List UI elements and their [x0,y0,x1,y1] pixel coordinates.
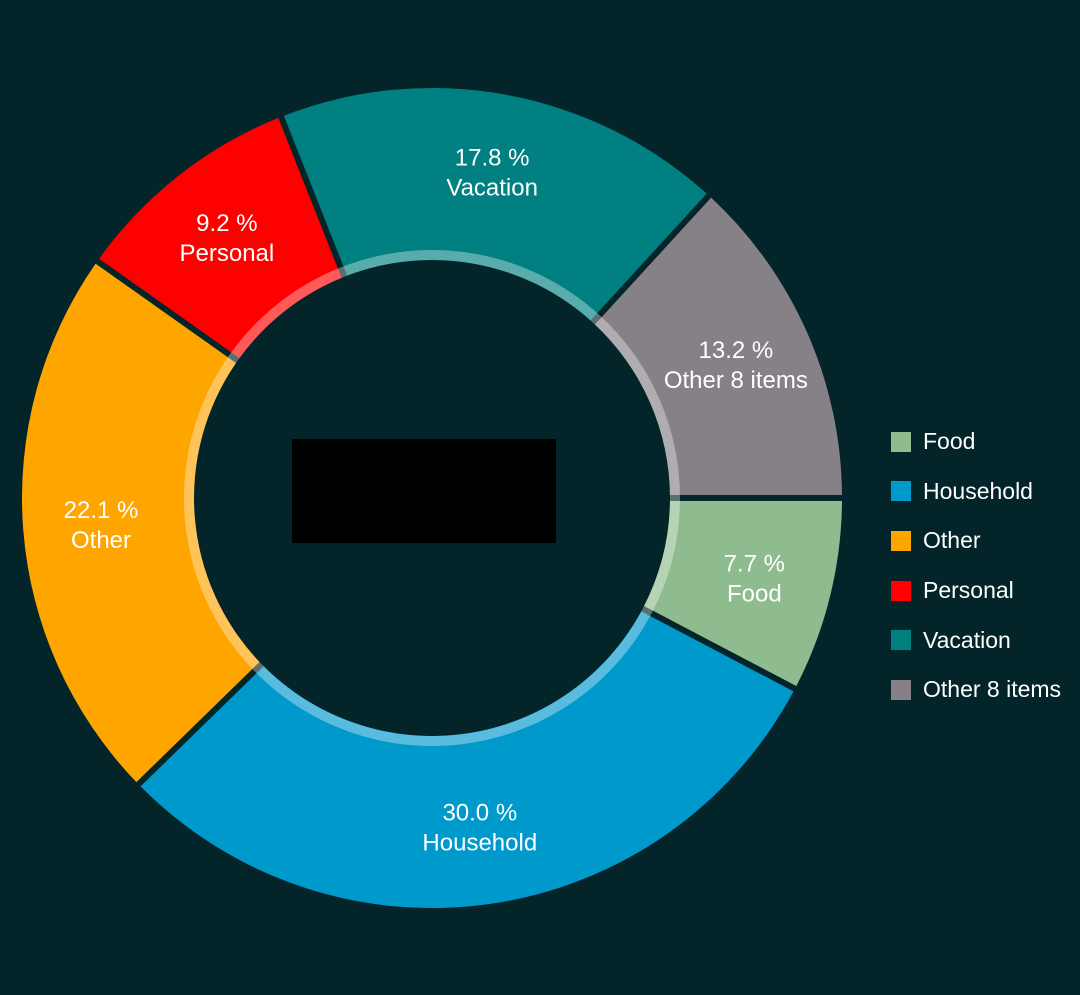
legend-swatch [891,431,911,452]
slice-name-label: Vacation [446,174,538,201]
slice-name-label: Personal [180,240,275,267]
slice-percent-label: 30.0 % [442,800,517,827]
slice-percent-label: 22.1 % [64,497,139,524]
legend-item-food[interactable]: Food [891,417,1061,467]
slice-percent-label: 17.8 % [455,144,530,171]
legend-swatch [891,679,911,700]
legend-label: Food [923,428,976,455]
legend-label: Household [923,477,1033,504]
legend-label: Other 8 items [923,676,1062,703]
legend-label: Personal [923,577,1014,604]
legend-label: Other [923,527,981,554]
legend-item-personal[interactable]: Personal [891,566,1061,616]
center-redaction-box [292,439,556,543]
legend-item-other-8-items[interactable]: Other 8 items [891,665,1061,715]
slice-name-label: Other 8 items [664,367,808,394]
legend-swatch [891,530,911,551]
slice-percent-label: 7.7 % [724,551,785,578]
legend-item-vacation[interactable]: Vacation [891,615,1061,665]
legend-label: Vacation [923,626,1011,653]
chart-legend: Food Household Other Personal Vacation O… [891,417,1061,715]
legend-swatch [891,580,911,601]
slice-food[interactable]: 7.7 % Food [642,498,842,687]
slice-name-label: Other [71,527,131,554]
legend-item-household[interactable]: Household [891,467,1061,517]
legend-swatch [891,481,911,502]
slice-name-label: Food [727,581,782,608]
slice-name-label: Household [422,830,537,857]
legend-item-other[interactable]: Other [891,516,1061,566]
slice-vacation[interactable]: 17.8 % Vacation [283,88,707,323]
slice-household[interactable]: 30.0 % Household [140,608,794,908]
slice-percent-label: 9.2 % [196,210,257,237]
slice-percent-label: 13.2 % [699,337,774,364]
slice-other-8-items[interactable]: 13.2 % Other 8 items [592,197,842,498]
legend-swatch [891,630,911,651]
slice-other[interactable]: 22.1 % Other [21,263,262,783]
slice-personal[interactable]: 9.2 % Personal [99,117,345,361]
